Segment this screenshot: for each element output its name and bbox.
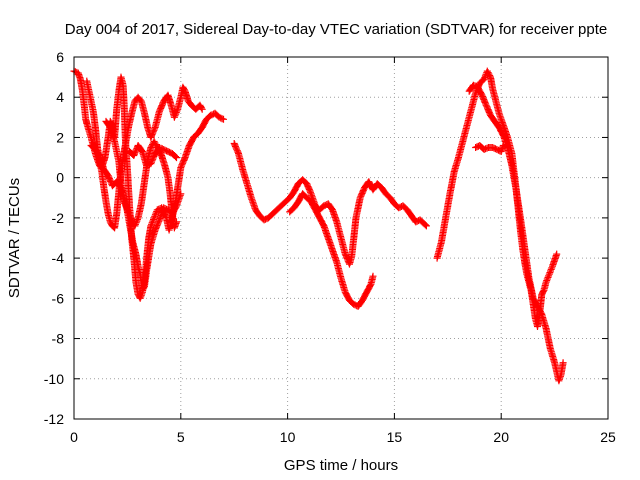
ticks	[73, 56, 609, 420]
series-sat-h	[433, 67, 561, 330]
y-tick-label: -4	[52, 250, 65, 266]
y-tick-label: -12	[44, 411, 64, 427]
marker-trail	[472, 142, 507, 155]
y-tick-label: 2	[56, 129, 64, 145]
series-sat-d	[102, 117, 185, 294]
markers	[70, 67, 567, 385]
plot-frame	[73, 56, 609, 420]
marker-trail	[102, 117, 185, 294]
series-sat-j	[472, 142, 507, 155]
y-tick-label: 0	[56, 170, 64, 186]
x-tick-label: 5	[177, 429, 185, 445]
chart-title: Day 004 of 2017, Sidereal Day-to-day VTE…	[65, 21, 607, 38]
y-axis-label: SDTVAR / TECUs	[6, 178, 23, 298]
series-sat-i	[465, 81, 567, 385]
y-tick-label: 6	[56, 49, 64, 65]
marker-trail	[286, 190, 377, 310]
y-tick-label: -8	[52, 331, 65, 347]
marker-trail	[126, 142, 180, 170]
y-tick-label: -10	[44, 371, 64, 387]
y-tick-label: -6	[52, 290, 65, 306]
x-tick-label: 10	[280, 429, 296, 445]
x-tick-label: 15	[387, 429, 403, 445]
series-sat-f	[230, 140, 430, 268]
series-sat-e	[126, 142, 180, 170]
x-tick-label: 0	[70, 429, 78, 445]
y-tick-label: -2	[52, 210, 65, 226]
series-sat-g	[286, 190, 377, 310]
x-tick-labels: 0 5 10 15 20 25	[70, 429, 616, 445]
x-axis-label: GPS time / hours	[284, 457, 398, 474]
marker-trail	[230, 140, 430, 268]
y-tick-labels: -12 -10 -8 -6 -4 -2 0 2 4 6	[44, 49, 64, 427]
marker-trail	[465, 81, 567, 385]
x-tick-label: 20	[493, 429, 509, 445]
marker-trail	[433, 67, 561, 330]
x-tick-label: 25	[600, 429, 616, 445]
y-tick-label: 4	[56, 89, 64, 105]
